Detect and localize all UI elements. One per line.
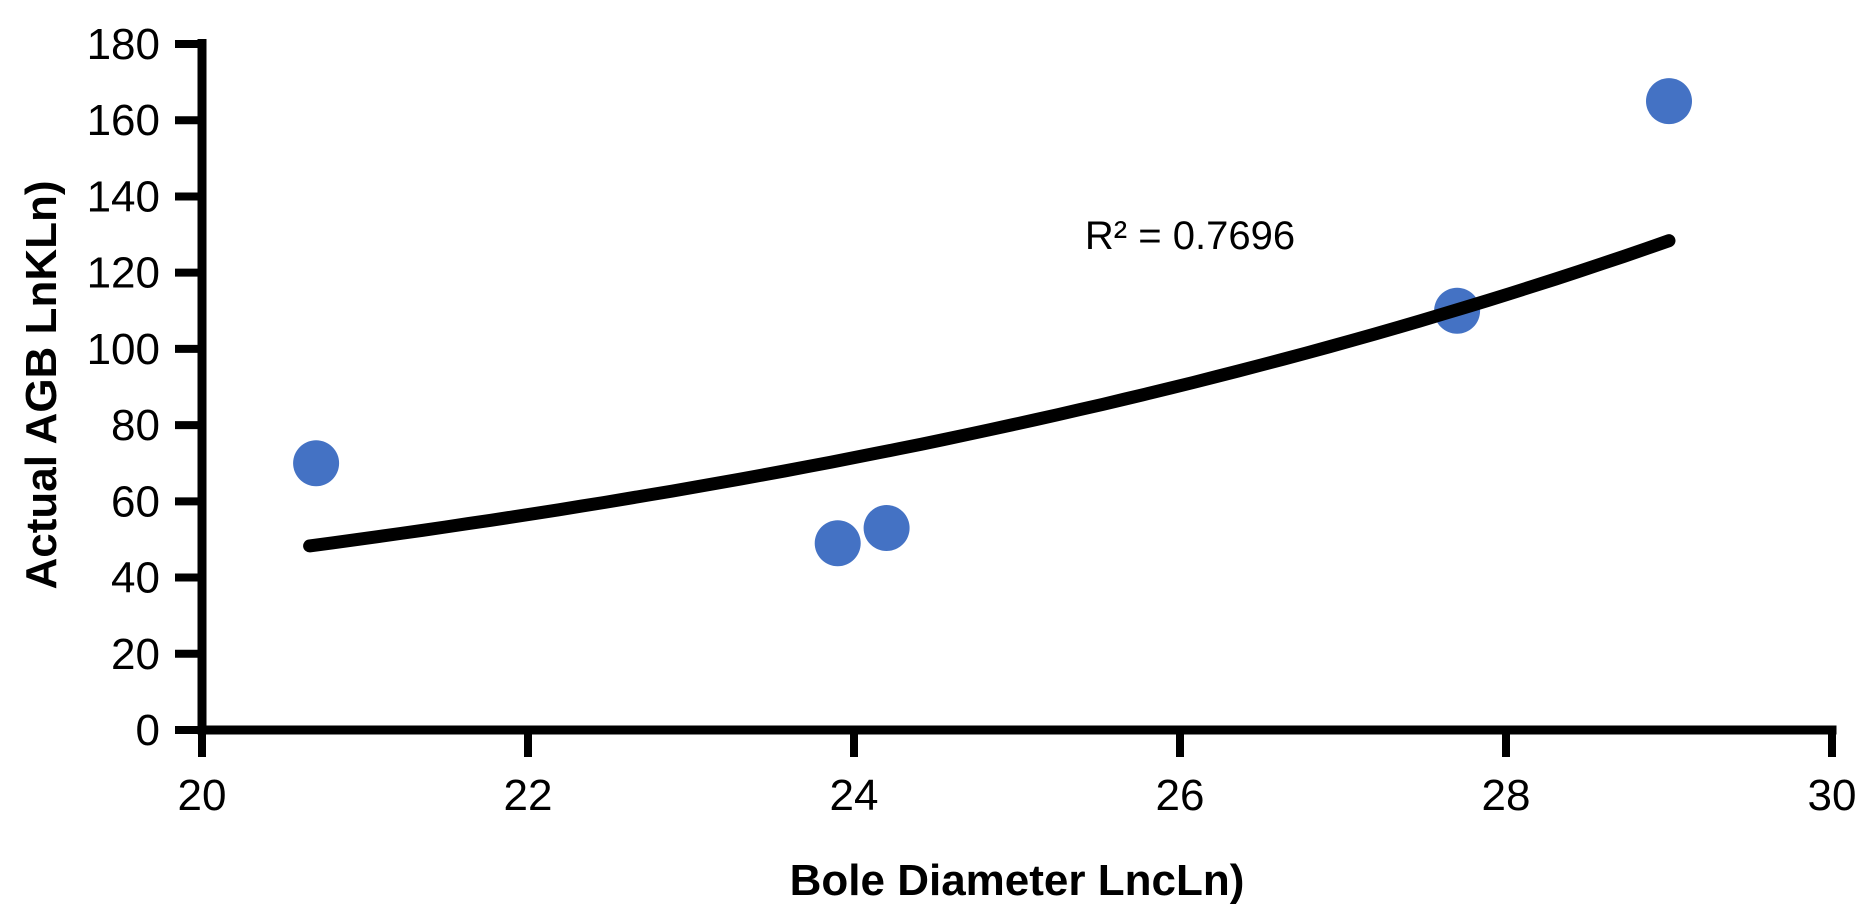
y-tick-label: 20 — [111, 630, 160, 679]
x-axis-title: Bole Diameter LncLn) — [790, 856, 1245, 905]
y-tick-label: 180 — [87, 20, 160, 69]
data-point — [1646, 78, 1692, 125]
trendline-path — [303, 234, 1676, 553]
y-tick-label: 40 — [111, 554, 160, 603]
data-points — [293, 78, 1692, 567]
x-tick-label: 28 — [1482, 771, 1531, 820]
x-tick-label: 22 — [504, 771, 553, 820]
y-tick-label: 80 — [111, 401, 160, 450]
y-axis-title: Actual AGB LnKLn) — [17, 181, 66, 590]
y-tick-label: 60 — [111, 477, 160, 526]
x-tick-label: 26 — [1156, 771, 1205, 820]
tick-labels: 0 20 40 60 80 100 120 140 160 180 20 22 24 26 28 30 — [87, 20, 1857, 820]
data-point — [293, 440, 340, 487]
data-point — [863, 505, 910, 552]
x-tick-label: 20 — [178, 771, 227, 820]
y-tick-label: 160 — [87, 96, 160, 145]
x-tick-label: 30 — [1808, 771, 1857, 820]
trendline — [303, 234, 1676, 553]
axes — [197, 39, 1837, 735]
y-tick-label: 120 — [87, 249, 160, 298]
r-squared-label: R² = 0.7696 — [1085, 214, 1295, 258]
axis-ticks — [175, 40, 1836, 757]
y-tick-label: 0 — [136, 706, 160, 755]
y-tick-label: 100 — [87, 325, 160, 374]
data-point — [814, 520, 861, 567]
x-tick-label: 24 — [830, 771, 879, 820]
y-tick-label: 140 — [87, 172, 160, 221]
